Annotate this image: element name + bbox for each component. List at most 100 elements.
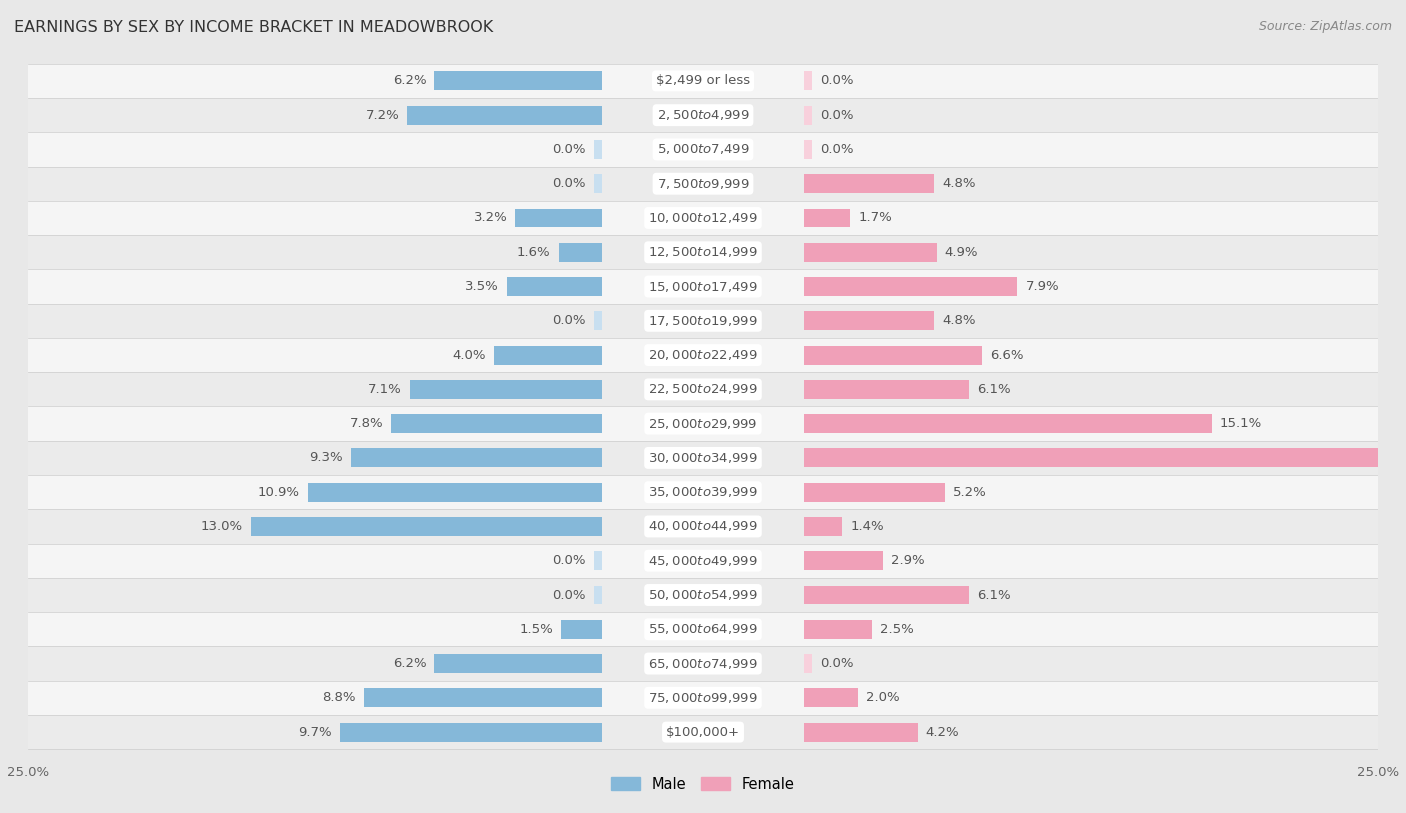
Text: 7.9%: 7.9%	[1025, 280, 1059, 293]
Bar	[28, 680, 1378, 715]
Bar	[28, 475, 1378, 509]
Text: Source: ZipAtlas.com: Source: ZipAtlas.com	[1258, 20, 1392, 33]
Text: $40,000 to $44,999: $40,000 to $44,999	[648, 520, 758, 533]
Bar	[804, 209, 851, 228]
Text: 3.2%: 3.2%	[474, 211, 508, 224]
Text: 4.2%: 4.2%	[925, 725, 959, 738]
Text: 0.0%: 0.0%	[553, 177, 585, 190]
Bar	[28, 167, 1378, 201]
Bar	[28, 269, 1378, 304]
Bar	[804, 243, 936, 262]
Legend: Male, Female: Male, Female	[606, 771, 800, 798]
Bar	[411, 380, 602, 399]
Text: 4.8%: 4.8%	[942, 177, 976, 190]
Bar	[804, 414, 1212, 433]
Bar	[804, 689, 858, 707]
Bar	[364, 689, 602, 707]
Bar	[561, 620, 602, 639]
Bar	[804, 72, 813, 90]
Bar	[250, 517, 602, 536]
Bar	[340, 723, 602, 741]
Text: 6.2%: 6.2%	[392, 75, 426, 88]
Bar	[804, 654, 813, 673]
Text: $7,500 to $9,999: $7,500 to $9,999	[657, 176, 749, 191]
Bar	[558, 243, 602, 262]
Text: 9.3%: 9.3%	[309, 451, 343, 464]
Bar	[804, 311, 934, 330]
Text: 2.9%: 2.9%	[890, 554, 924, 567]
Bar	[804, 620, 872, 639]
Bar	[804, 140, 813, 159]
Text: $12,500 to $14,999: $12,500 to $14,999	[648, 246, 758, 259]
Text: 0.0%: 0.0%	[553, 315, 585, 328]
Text: 6.1%: 6.1%	[977, 589, 1011, 602]
Text: $100,000+: $100,000+	[666, 725, 740, 738]
Bar	[28, 98, 1378, 133]
Text: $15,000 to $17,499: $15,000 to $17,499	[648, 280, 758, 293]
Text: 2.5%: 2.5%	[880, 623, 914, 636]
Bar	[804, 380, 969, 399]
Bar	[350, 449, 602, 467]
Text: 0.0%: 0.0%	[821, 109, 853, 122]
Text: 9.7%: 9.7%	[298, 725, 332, 738]
Text: 0.0%: 0.0%	[553, 554, 585, 567]
Bar	[28, 63, 1378, 98]
Text: 0.0%: 0.0%	[821, 75, 853, 88]
Text: 1.4%: 1.4%	[851, 520, 884, 533]
Text: 1.5%: 1.5%	[519, 623, 553, 636]
Text: 7.2%: 7.2%	[366, 109, 399, 122]
Bar	[804, 517, 842, 536]
Bar	[28, 612, 1378, 646]
Bar	[593, 174, 602, 193]
Text: $17,500 to $19,999: $17,500 to $19,999	[648, 314, 758, 328]
Text: 15.1%: 15.1%	[1220, 417, 1263, 430]
Bar	[28, 133, 1378, 167]
Bar	[804, 174, 934, 193]
Text: 1.7%: 1.7%	[858, 211, 891, 224]
Text: 6.1%: 6.1%	[977, 383, 1011, 396]
Bar	[391, 414, 602, 433]
Bar	[804, 723, 918, 741]
Text: $50,000 to $54,999: $50,000 to $54,999	[648, 588, 758, 602]
Bar	[28, 715, 1378, 750]
Text: 10.9%: 10.9%	[257, 485, 299, 498]
Text: $10,000 to $12,499: $10,000 to $12,499	[648, 211, 758, 225]
Bar	[508, 277, 602, 296]
Text: 4.9%: 4.9%	[945, 246, 979, 259]
Text: 7.1%: 7.1%	[368, 383, 402, 396]
Text: 0.0%: 0.0%	[553, 589, 585, 602]
Text: 8.8%: 8.8%	[322, 691, 356, 704]
Bar	[804, 449, 1406, 467]
Bar	[28, 578, 1378, 612]
Bar	[28, 441, 1378, 475]
Bar	[804, 106, 813, 124]
Text: $22,500 to $24,999: $22,500 to $24,999	[648, 382, 758, 397]
Bar	[804, 483, 945, 502]
Text: 0.0%: 0.0%	[553, 143, 585, 156]
Bar	[28, 509, 1378, 544]
Bar	[434, 72, 602, 90]
Text: 6.6%: 6.6%	[990, 349, 1024, 362]
Text: $2,499 or less: $2,499 or less	[657, 75, 749, 88]
Bar	[593, 585, 602, 604]
Text: $55,000 to $64,999: $55,000 to $64,999	[648, 622, 758, 637]
Text: 4.0%: 4.0%	[453, 349, 485, 362]
Text: 3.5%: 3.5%	[465, 280, 499, 293]
Text: 0.0%: 0.0%	[821, 143, 853, 156]
Text: $5,000 to $7,499: $5,000 to $7,499	[657, 142, 749, 156]
Bar	[28, 406, 1378, 441]
Bar	[593, 551, 602, 570]
Bar	[28, 372, 1378, 406]
Bar	[28, 304, 1378, 338]
Text: 6.2%: 6.2%	[392, 657, 426, 670]
Text: $75,000 to $99,999: $75,000 to $99,999	[648, 691, 758, 705]
Text: $20,000 to $22,499: $20,000 to $22,499	[648, 348, 758, 362]
Text: $30,000 to $34,999: $30,000 to $34,999	[648, 451, 758, 465]
Bar	[28, 201, 1378, 235]
Text: $65,000 to $74,999: $65,000 to $74,999	[648, 657, 758, 671]
Text: 7.8%: 7.8%	[350, 417, 382, 430]
Bar	[28, 338, 1378, 372]
Bar	[593, 311, 602, 330]
Text: $2,500 to $4,999: $2,500 to $4,999	[657, 108, 749, 122]
Bar	[28, 544, 1378, 578]
